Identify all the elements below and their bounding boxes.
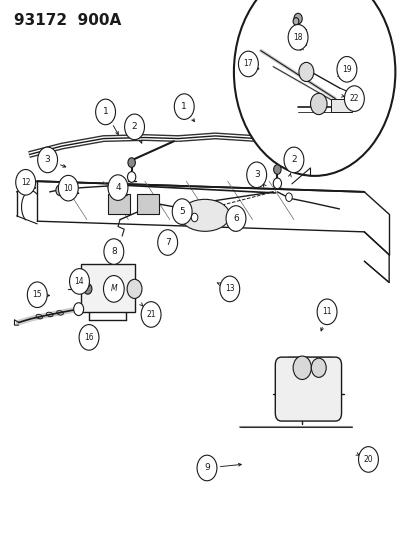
Text: 3: 3 — [45, 156, 50, 164]
Text: 5: 5 — [179, 207, 185, 216]
Text: 1: 1 — [102, 108, 108, 116]
Bar — [107, 194, 130, 214]
Circle shape — [246, 162, 266, 188]
Circle shape — [108, 175, 128, 200]
Text: 22: 22 — [349, 94, 358, 103]
Circle shape — [293, 13, 301, 24]
Text: 21: 21 — [146, 310, 155, 319]
Circle shape — [344, 86, 363, 111]
Circle shape — [16, 169, 36, 195]
Bar — [330, 99, 351, 112]
Bar — [289, 29, 306, 45]
Circle shape — [157, 230, 177, 255]
Text: 9: 9 — [204, 464, 209, 472]
Circle shape — [336, 56, 356, 82]
Text: 7: 7 — [164, 238, 170, 247]
Circle shape — [225, 206, 245, 231]
Text: 1: 1 — [181, 102, 187, 111]
Text: 4: 4 — [115, 183, 121, 192]
Circle shape — [174, 94, 194, 119]
Text: 16: 16 — [84, 333, 94, 342]
Text: 10: 10 — [63, 184, 73, 192]
Circle shape — [219, 276, 239, 302]
Circle shape — [74, 303, 83, 316]
Text: 18: 18 — [293, 33, 302, 42]
Circle shape — [283, 147, 303, 173]
Circle shape — [124, 114, 144, 140]
Text: 2: 2 — [290, 156, 296, 164]
Circle shape — [285, 193, 292, 201]
Text: 15: 15 — [32, 290, 42, 299]
Text: 93172  900A: 93172 900A — [14, 13, 121, 28]
Circle shape — [27, 282, 47, 308]
Circle shape — [127, 279, 142, 298]
Circle shape — [172, 199, 192, 224]
Text: 13: 13 — [224, 285, 234, 293]
Circle shape — [104, 239, 123, 264]
Circle shape — [292, 18, 298, 25]
Text: 2: 2 — [131, 123, 137, 131]
Text: 3: 3 — [253, 171, 259, 179]
Circle shape — [103, 276, 124, 302]
Circle shape — [197, 455, 216, 481]
Text: 12: 12 — [21, 178, 30, 187]
Circle shape — [238, 51, 258, 77]
Text: 19: 19 — [341, 65, 351, 74]
Circle shape — [273, 165, 280, 174]
Text: 8: 8 — [111, 247, 116, 256]
Text: 11: 11 — [322, 308, 331, 316]
Circle shape — [79, 325, 99, 350]
Circle shape — [358, 447, 377, 472]
Text: 20: 20 — [363, 455, 373, 464]
Text: 14: 14 — [74, 277, 84, 286]
Circle shape — [58, 175, 78, 201]
Circle shape — [141, 302, 161, 327]
Circle shape — [191, 213, 197, 222]
Circle shape — [310, 93, 326, 115]
Bar — [81, 264, 134, 312]
Circle shape — [287, 25, 307, 50]
Circle shape — [311, 358, 325, 377]
Circle shape — [316, 299, 336, 325]
Circle shape — [127, 172, 135, 182]
Text: 17: 17 — [243, 60, 253, 68]
Ellipse shape — [180, 199, 229, 231]
Circle shape — [95, 99, 115, 125]
Text: M: M — [110, 285, 117, 293]
Circle shape — [38, 147, 57, 173]
Circle shape — [298, 62, 313, 82]
Circle shape — [56, 185, 64, 196]
FancyBboxPatch shape — [275, 357, 341, 421]
Bar — [136, 194, 159, 214]
Circle shape — [83, 284, 92, 294]
Circle shape — [128, 158, 135, 167]
Circle shape — [69, 269, 89, 294]
Text: 6: 6 — [233, 214, 238, 223]
Circle shape — [233, 0, 394, 176]
Circle shape — [292, 356, 311, 379]
Circle shape — [273, 178, 281, 189]
